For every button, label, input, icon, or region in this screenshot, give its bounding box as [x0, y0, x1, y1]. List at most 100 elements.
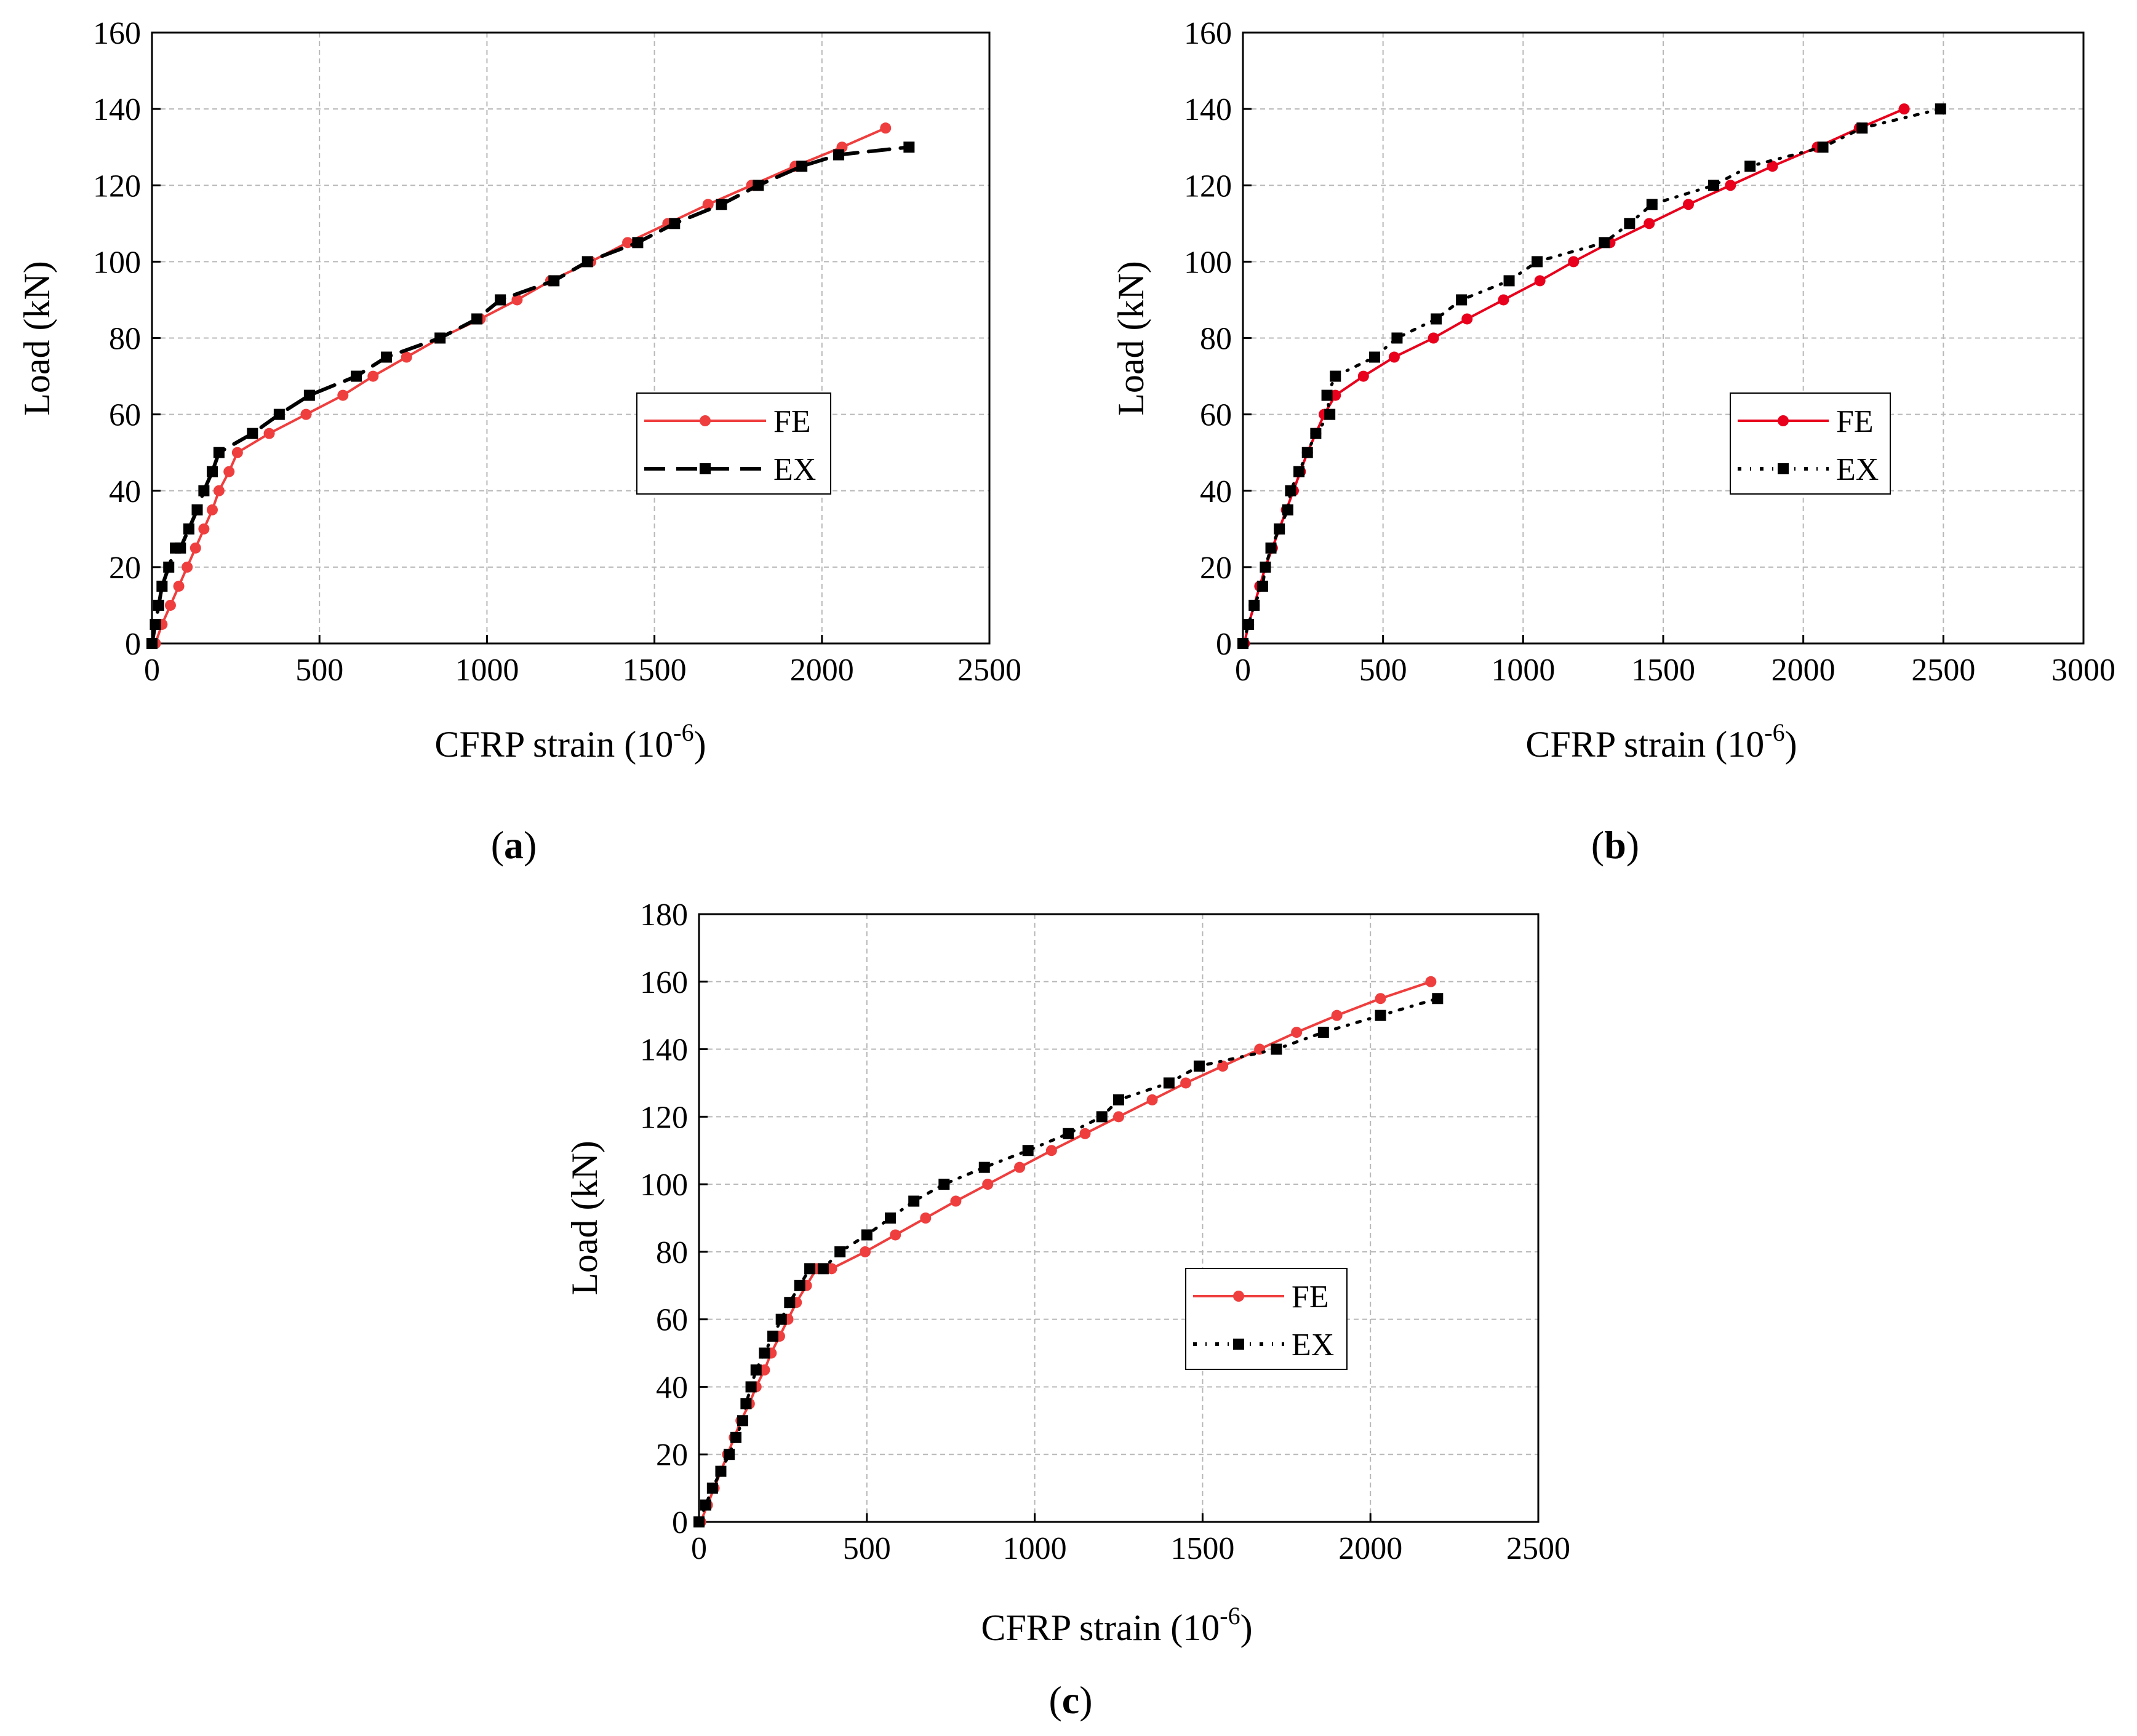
legend-box: [636, 392, 831, 495]
data-point-fe: [1291, 1027, 1303, 1038]
data-point-ex: [495, 294, 506, 306]
data-point-ex: [213, 447, 225, 458]
data-point-fe: [231, 447, 243, 458]
legend-label-fe: FE: [1836, 404, 1874, 439]
data-point-ex: [247, 428, 258, 439]
data-point-fe: [1767, 161, 1778, 172]
data-point-ex: [1646, 199, 1658, 210]
data-point-ex: [794, 1280, 805, 1291]
data-point-ex: [1256, 580, 1268, 592]
y-tick-label: 20: [1200, 551, 1232, 586]
x-tick-label: 500: [1359, 653, 1407, 688]
data-point-ex: [1624, 218, 1636, 229]
data-point-ex: [1324, 408, 1336, 420]
data-point-ex: [834, 1246, 846, 1257]
data-point-ex: [1431, 313, 1442, 325]
data-point-fe: [1534, 275, 1546, 287]
data-point-ex: [730, 1431, 742, 1443]
data-point-ex: [716, 199, 727, 210]
data-point-ex: [700, 1499, 711, 1511]
data-point-ex: [745, 1381, 757, 1393]
x-tick-label: 1000: [1003, 1531, 1067, 1566]
data-point-ex: [581, 256, 593, 268]
data-point-fe: [890, 1229, 901, 1241]
data-point-fe: [1388, 351, 1400, 363]
y-tick-label: 20: [656, 1438, 688, 1473]
y-tick-label: 100: [93, 245, 141, 280]
y-tick-label: 0: [672, 1505, 688, 1540]
y-tick-label: 140: [640, 1033, 688, 1068]
y-tick-label: 40: [109, 474, 141, 509]
data-point-ex: [146, 638, 158, 649]
data-point-fe: [920, 1212, 932, 1224]
legend-label-ex: EX: [1836, 452, 1879, 487]
data-point-ex: [1113, 1094, 1124, 1105]
data-point-fe: [300, 408, 312, 420]
data-point-ex: [273, 408, 285, 420]
x-tick-label: 1500: [623, 653, 687, 688]
y-tick-label: 140: [93, 92, 141, 127]
data-point-fe: [1014, 1161, 1026, 1173]
x-tick-label: 0: [144, 653, 160, 688]
data-point-ex: [903, 141, 915, 153]
data-point-fe: [182, 561, 193, 573]
y-tick-label: 80: [1200, 322, 1232, 357]
x-tick-label: 1500: [1631, 653, 1695, 688]
data-point-ex: [183, 523, 194, 535]
data-point-fe: [1217, 1061, 1229, 1072]
data-point-ex: [191, 504, 203, 516]
y-tick-label: 60: [1200, 398, 1232, 433]
x-tick-label: 2500: [1506, 1531, 1570, 1566]
data-point-ex: [1369, 351, 1381, 363]
data-point-ex: [750, 1364, 762, 1376]
data-point-ex: [1301, 447, 1313, 458]
data-point-ex: [198, 485, 210, 496]
data-point-ex: [817, 1263, 829, 1275]
series-line-ex: [150, 145, 911, 645]
data-point-ex: [804, 1263, 816, 1275]
data-point-ex: [632, 237, 644, 249]
data-point-fe: [173, 580, 185, 592]
legend-label-ex: EX: [773, 452, 816, 487]
data-point-fe: [880, 122, 892, 134]
x-tick-label: 3000: [2051, 653, 2115, 688]
data-point-fe: [759, 1364, 770, 1376]
data-point-ex: [1708, 180, 1719, 191]
data-point-ex: [153, 599, 164, 611]
data-point-fe: [702, 199, 714, 210]
data-point-fe: [1357, 370, 1369, 382]
series-line-fe: [1243, 108, 1906, 645]
y-tick-label: 80: [656, 1235, 688, 1270]
x-tick-label: 1500: [1170, 1531, 1234, 1566]
data-point-ex: [1321, 389, 1333, 401]
data-point-ex: [163, 561, 175, 573]
data-point-ex: [548, 275, 560, 287]
data-point-fe: [1898, 103, 1910, 115]
data-point-fe: [860, 1246, 871, 1257]
x-tick-label: 0: [1235, 653, 1251, 688]
data-point-ex: [1456, 294, 1468, 306]
data-point-ex: [1243, 618, 1255, 630]
x-tick-label: 2500: [957, 653, 1021, 688]
data-point-ex: [156, 580, 168, 592]
data-point-ex: [1599, 237, 1610, 249]
data-point-fe: [1331, 1009, 1343, 1021]
series-line-ex: [1241, 107, 1943, 645]
data-point-ex: [978, 1161, 990, 1173]
y-axis-title: Load (kN): [1111, 261, 1151, 416]
data-point-fe: [1428, 332, 1439, 344]
y-tick-label: 160: [640, 965, 688, 1000]
data-point-ex: [303, 389, 315, 401]
data-point-ex: [150, 618, 161, 630]
data-point-fe: [511, 294, 523, 306]
x-axis-title: CFRP strain (10-6): [434, 719, 706, 765]
y-tick-label: 80: [109, 322, 141, 357]
data-point-fe: [367, 370, 379, 382]
data-point-fe: [1079, 1128, 1091, 1139]
data-point-ex: [775, 1313, 787, 1325]
data-point-fe: [1498, 294, 1509, 306]
data-point-fe: [1330, 389, 1341, 401]
series-line-ex: [697, 997, 1439, 1524]
y-tick-label: 120: [640, 1100, 688, 1135]
data-point-ex: [715, 1465, 727, 1477]
